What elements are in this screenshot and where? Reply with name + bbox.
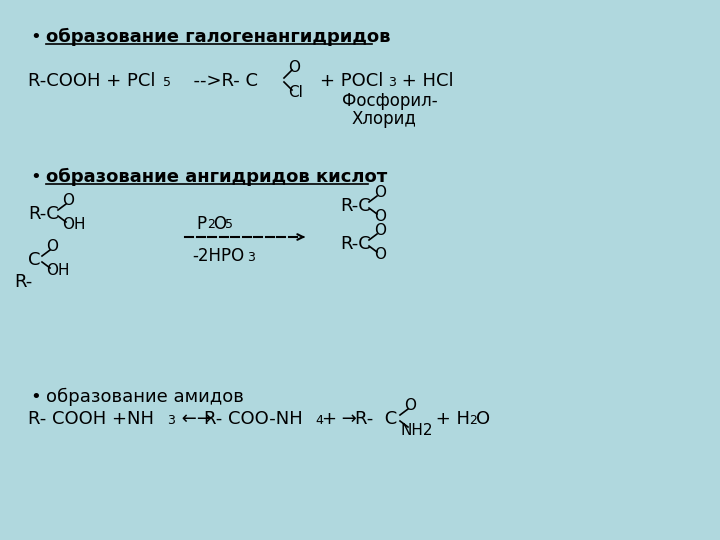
Text: Cl: Cl xyxy=(288,85,303,100)
Text: O: O xyxy=(374,247,386,262)
Text: 5: 5 xyxy=(225,218,233,231)
Text: 5: 5 xyxy=(163,76,171,89)
Text: O: O xyxy=(374,185,386,200)
Text: O: O xyxy=(46,239,58,254)
Text: R-COOH + PCl: R-COOH + PCl xyxy=(28,72,156,90)
Text: 3: 3 xyxy=(167,414,175,427)
Text: R-: R- xyxy=(14,273,32,291)
Text: + POCl: + POCl xyxy=(320,72,383,90)
Text: O: O xyxy=(288,60,300,75)
Text: + HCl: + HCl xyxy=(396,72,454,90)
Text: 2: 2 xyxy=(207,218,215,231)
Text: •: • xyxy=(30,28,41,46)
Text: R- COO-NH: R- COO-NH xyxy=(204,410,302,428)
Text: O: O xyxy=(404,398,416,413)
Text: образование ангидридов кислот: образование ангидридов кислот xyxy=(46,168,387,186)
Text: ←→: ←→ xyxy=(176,410,212,428)
Text: O: O xyxy=(476,410,490,428)
Text: образование амидов: образование амидов xyxy=(46,388,244,406)
Text: 4: 4 xyxy=(315,414,323,427)
Text: O: O xyxy=(213,215,226,233)
Text: R- COOH +NH: R- COOH +NH xyxy=(28,410,154,428)
Text: + H: + H xyxy=(430,410,470,428)
Text: O: O xyxy=(62,193,74,208)
Text: Фосфорил-: Фосфорил- xyxy=(342,92,438,110)
Text: 2: 2 xyxy=(469,414,477,427)
Text: Хлорид: Хлорид xyxy=(352,110,417,128)
Text: O: O xyxy=(374,209,386,224)
Text: R-  C: R- C xyxy=(355,410,397,428)
Text: OH: OH xyxy=(46,263,70,278)
Text: -2HPO: -2HPO xyxy=(192,247,244,265)
Text: 3: 3 xyxy=(247,251,255,264)
Text: R-C: R-C xyxy=(340,235,371,253)
Text: →: → xyxy=(336,410,357,428)
Text: P: P xyxy=(196,215,206,233)
Text: +: + xyxy=(321,410,336,428)
Text: O: O xyxy=(374,223,386,238)
Text: •: • xyxy=(30,388,41,406)
Text: OH: OH xyxy=(62,217,86,232)
Text: •: • xyxy=(30,168,41,186)
Text: R-C: R-C xyxy=(28,205,59,223)
Text: R-C: R-C xyxy=(340,197,371,215)
Text: C: C xyxy=(28,251,40,269)
Text: -->R- C: -->R- C xyxy=(182,72,258,90)
Text: образование галогенангидридов: образование галогенангидридов xyxy=(46,28,390,46)
Text: 3: 3 xyxy=(388,76,396,89)
Text: NH2: NH2 xyxy=(400,423,433,438)
